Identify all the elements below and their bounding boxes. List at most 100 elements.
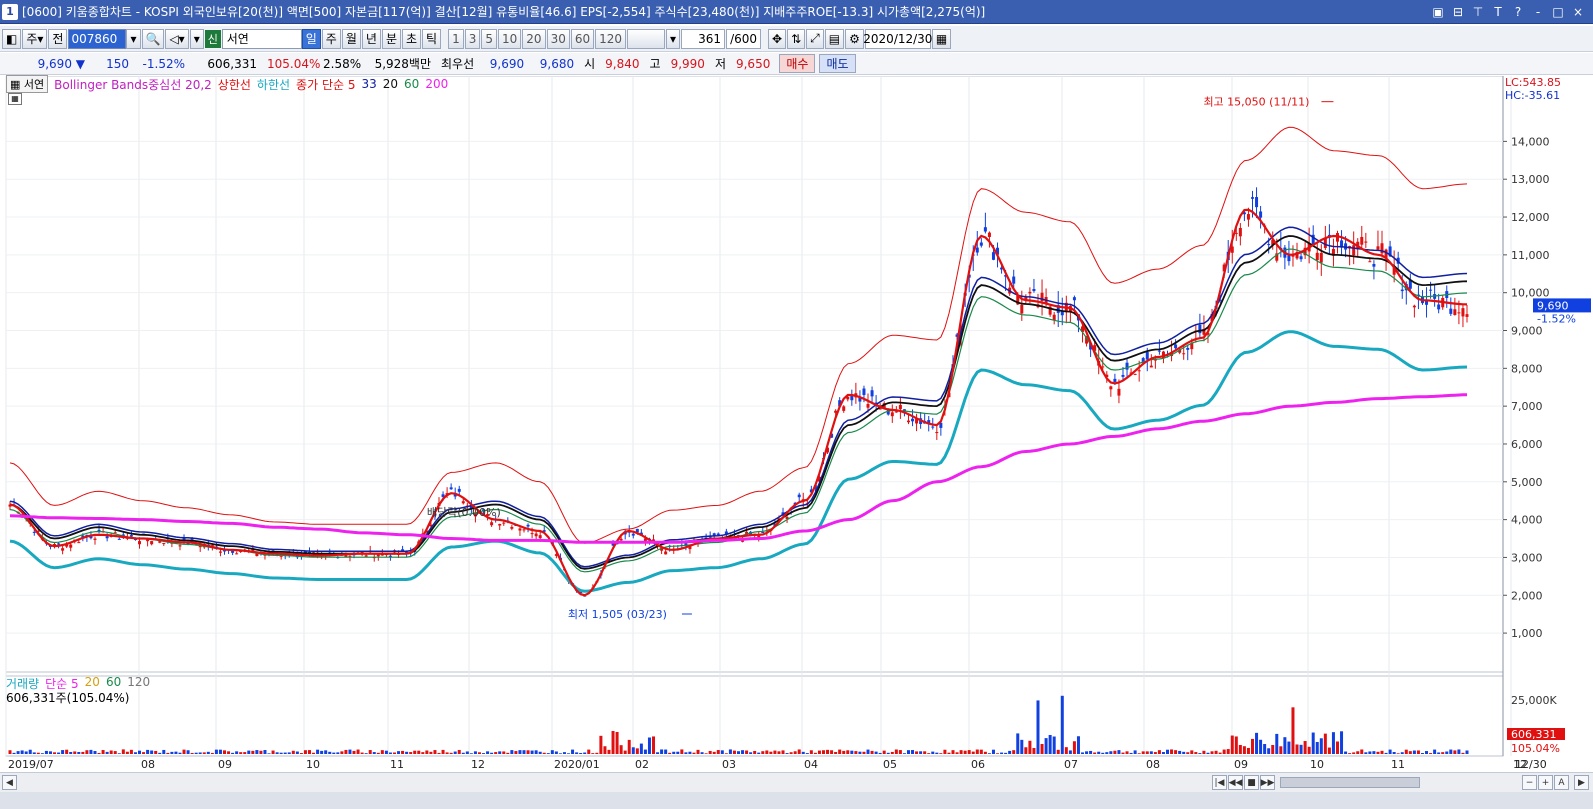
- window-close-button[interactable]: ×: [1572, 4, 1584, 19]
- search-icon[interactable]: 🔍: [141, 28, 165, 49]
- volume-bar: [542, 752, 546, 754]
- volume-bar: [441, 749, 445, 754]
- volume-legend-ma20[interactable]: 20: [84, 675, 100, 689]
- volume-bar: [1081, 752, 1085, 754]
- x-tick-label: 05: [883, 758, 897, 770]
- window-minimize-button[interactable]: -: [1535, 4, 1541, 19]
- minute-1-button[interactable]: 1: [448, 28, 464, 49]
- scroll-right-icon[interactable]: ▶: [1574, 775, 1589, 790]
- save-icon[interactable]: ▤: [824, 28, 845, 49]
- crosshair-icon[interactable]: ✥: [768, 28, 787, 49]
- volume-bar: [692, 752, 696, 754]
- scroll-thumb[interactable]: [1280, 777, 1420, 788]
- tab-period-minute[interactable]: 분: [381, 28, 401, 49]
- horizontal-scrollbar[interactable]: ◀ |◀ ◀◀ ■ ▶▶ − + A ▶: [0, 772, 1593, 792]
- legend-ma60[interactable]: 60: [404, 77, 420, 91]
- date-field[interactable]: 2020/12/30: [863, 28, 932, 49]
- scroll-prev-icon[interactable]: ◀◀: [1228, 775, 1243, 790]
- layout-icon[interactable]: ◧: [2, 28, 22, 49]
- volume-legend-ma120[interactable]: 120: [127, 675, 151, 689]
- sell-button[interactable]: 매도: [819, 54, 856, 73]
- tab-period-day[interactable]: 일: [301, 28, 321, 49]
- zoom-in-icon[interactable]: +: [1538, 775, 1553, 790]
- volume-bar: [603, 746, 607, 754]
- minute-20-button[interactable]: 20: [522, 28, 546, 49]
- prev-button[interactable]: 전: [48, 28, 68, 49]
- minute-30-button[interactable]: 30: [546, 28, 570, 49]
- minute-120-button[interactable]: 120: [595, 28, 627, 49]
- legend-bb[interactable]: Bollinger Bands중심선 20,2: [54, 77, 212, 92]
- table-icon[interactable]: ▦: [8, 93, 22, 105]
- speaker-icon[interactable]: ◁▾: [165, 28, 189, 49]
- code-dropdown-icon[interactable]: ▾: [126, 28, 141, 49]
- stock-chart[interactable]: 2019/07 08 09 10 11 12 2020/01 02 03 04 05 06 07 08 09…: [0, 75, 1593, 771]
- window-text-icon[interactable]: T: [1494, 4, 1502, 19]
- volume-legend-ma60[interactable]: 60: [105, 675, 122, 689]
- volume-bar: [546, 753, 550, 754]
- candle-body: [530, 533, 534, 535]
- chart-area[interactable]: 2019/07 08 09 10 11 12 2020/01 02 03 04 05 06 07 08 09…: [0, 75, 1593, 771]
- volume-bar: [429, 751, 433, 754]
- window-tile-icon[interactable]: ⊟: [1452, 4, 1464, 19]
- scroll-next-icon[interactable]: ▶▶: [1260, 775, 1275, 790]
- calendar-icon[interactable]: ▦: [931, 28, 952, 49]
- scroll-left-icon[interactable]: ◀: [2, 775, 17, 790]
- volume-bar: [809, 750, 813, 754]
- legend-ma33[interactable]: 33: [361, 77, 377, 91]
- volume-pct-tag: 105.04%: [1511, 742, 1560, 755]
- text-size-icon[interactable]: A: [1554, 775, 1569, 790]
- tab-period-second[interactable]: 초: [401, 28, 422, 49]
- volume-bar: [1352, 752, 1356, 754]
- legend-ma200[interactable]: 200: [425, 77, 449, 91]
- window-link-icon[interactable]: ▣: [1432, 4, 1444, 19]
- legend-stock-name[interactable]: ▦ 서연: [6, 75, 49, 93]
- zoom-out-icon[interactable]: −: [1522, 775, 1537, 790]
- candle-body: [1137, 370, 1141, 372]
- stock-code-input[interactable]: 007860: [68, 28, 127, 49]
- volume-bar: [1190, 750, 1194, 754]
- volume-bar: [368, 750, 372, 754]
- minute-3-button[interactable]: 3: [464, 28, 481, 49]
- volume-legend-ma[interactable]: 단순 5: [45, 677, 79, 691]
- minute-10-button[interactable]: 10: [498, 28, 522, 49]
- custom-interval-field[interactable]: [627, 28, 666, 49]
- candle-body: [858, 397, 862, 402]
- buy-button[interactable]: 매수: [779, 54, 816, 73]
- volume-bar: [1299, 744, 1303, 754]
- volume-legend-name[interactable]: 거래량: [6, 677, 40, 691]
- volume-bar: [769, 751, 773, 754]
- volume-bar: [473, 751, 477, 754]
- legend-bb-upper[interactable]: 상한선: [217, 77, 251, 92]
- window-maximize-button[interactable]: □: [1552, 4, 1564, 19]
- volume-bar: [251, 750, 255, 754]
- chevron-down-icon[interactable]: ▾: [189, 28, 204, 49]
- tab-period-month[interactable]: 월: [341, 28, 361, 49]
- tab-period-tick[interactable]: 틱: [422, 28, 442, 49]
- stock-name-field[interactable]: 서연: [221, 28, 302, 49]
- legend-ma5[interactable]: 종가 단순 5: [296, 77, 356, 92]
- tab-period-week[interactable]: 주: [321, 28, 341, 49]
- candle-body: [1117, 388, 1121, 396]
- scroll-first-icon[interactable]: |◀: [1212, 775, 1227, 790]
- interval-dropdown-icon[interactable]: ▾: [666, 28, 681, 49]
- fullscreen-icon[interactable]: ⤢: [806, 28, 824, 49]
- window-help-icon[interactable]: ?: [1514, 4, 1522, 19]
- mode-select[interactable]: 주 ▾: [22, 28, 48, 49]
- minute-5-button[interactable]: 5: [481, 28, 497, 49]
- minute-60-button[interactable]: 60: [570, 28, 595, 49]
- x-tick-label: 04: [804, 758, 818, 770]
- volume-tag: 606,331: [1511, 728, 1557, 741]
- gear-icon[interactable]: ⚙: [845, 28, 864, 49]
- volume-bar: [1113, 750, 1117, 754]
- legend-ma20[interactable]: 20: [382, 77, 399, 91]
- scroll-stop-icon[interactable]: ■: [1244, 775, 1259, 790]
- volume-bar: [1218, 752, 1222, 754]
- legend-bb-lower[interactable]: 하한선: [256, 77, 291, 92]
- volume-bar: [1295, 744, 1299, 754]
- indicator-icon[interactable]: ⇅: [787, 28, 806, 49]
- volume-bar: [927, 753, 931, 754]
- tab-period-year[interactable]: 년: [361, 28, 381, 49]
- count-field[interactable]: 361: [681, 28, 726, 49]
- window-pin-icon[interactable]: ⊤: [1472, 4, 1484, 19]
- volume-bar: [178, 752, 182, 754]
